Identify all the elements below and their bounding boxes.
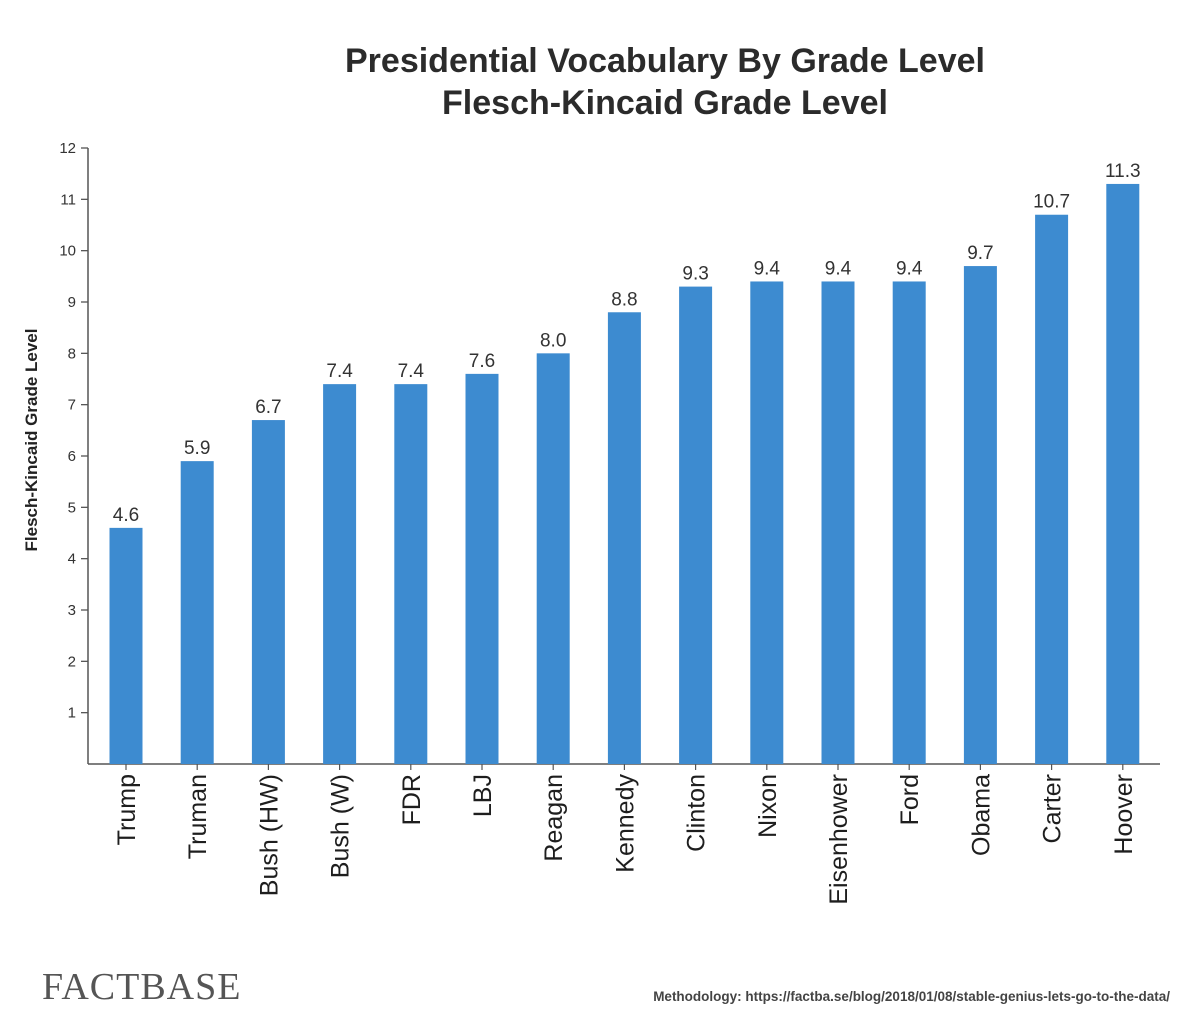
category-label: Eisenhower — [825, 774, 853, 905]
y-tick-label: 3 — [68, 602, 76, 619]
bar — [607, 312, 641, 764]
bar — [963, 266, 997, 764]
bar — [821, 281, 855, 764]
data-label: 8.8 — [611, 289, 637, 310]
data-label: 7.6 — [469, 351, 495, 372]
data-label: 10.7 — [1033, 192, 1070, 213]
y-tick-label: 1 — [68, 705, 76, 722]
bar — [394, 384, 428, 764]
bar — [892, 281, 926, 764]
data-label: 5.9 — [184, 438, 210, 459]
y-tick-label: 6 — [68, 448, 76, 465]
category-label: Truman — [184, 774, 212, 859]
category-label: Reagan — [540, 774, 568, 862]
category-label: FDR — [398, 774, 426, 825]
y-axis-label: Flesch-Kincaid Grade Level — [22, 329, 41, 552]
bar — [465, 373, 499, 764]
bar — [251, 420, 285, 764]
y-tick-label: 8 — [68, 345, 76, 362]
y-tick-label: 10 — [59, 243, 76, 260]
bar — [180, 461, 214, 764]
bar — [323, 384, 357, 764]
data-label: 9.4 — [896, 258, 923, 279]
bar — [109, 527, 143, 764]
y-tick-label: 11 — [60, 191, 76, 208]
y-tick-label: 12 — [59, 140, 76, 157]
category-label: Bush (W) — [327, 774, 355, 878]
category-label: Nixon — [754, 774, 782, 838]
bar — [1035, 214, 1069, 764]
y-tick-label: 5 — [68, 499, 76, 516]
data-labels-group: 4.6 5.9 6.7 7.4 7.4 7.6 8.0 8.8 9.3 9.4 9.4 9.4 9.7 1… — [113, 161, 1141, 526]
category-label: Hoover — [1110, 774, 1138, 855]
data-label: 7.4 — [326, 361, 353, 382]
data-label: 9.4 — [754, 258, 781, 279]
category-label: Carter — [1039, 774, 1067, 843]
category-label: Obama — [967, 774, 995, 856]
data-label: 4.6 — [113, 505, 139, 526]
category-label: LBJ — [469, 774, 497, 817]
category-label: Kennedy — [611, 774, 639, 873]
data-label: 9.7 — [967, 243, 993, 264]
data-label: 8.0 — [540, 330, 566, 351]
category-labels-group: Trump Truman Bush (HW) Bush (W) FDR LBJ Reagan… — [113, 764, 1138, 905]
y-tick-label: 7 — [68, 397, 76, 414]
data-label: 11.3 — [1105, 161, 1141, 182]
chart-title: Presidential Vocabulary By Grade Level — [345, 42, 985, 80]
bar — [679, 286, 713, 764]
bar — [1106, 183, 1140, 764]
bars-group — [109, 183, 1140, 764]
data-label: 7.4 — [398, 361, 425, 382]
bar — [536, 353, 570, 764]
y-tick-label: 2 — [68, 653, 76, 670]
category-label: Ford — [896, 774, 924, 825]
chart-subtitle: Flesch-Kincaid Grade Level — [442, 84, 888, 122]
y-tick-label: 4 — [68, 551, 76, 568]
data-label: 9.4 — [825, 258, 852, 279]
data-label: 9.3 — [682, 264, 708, 285]
data-label: 6.7 — [255, 397, 281, 418]
methodology-note: Methodology: https://factba.se/blog/2018… — [653, 989, 1170, 1004]
category-label: Bush (HW) — [255, 774, 283, 896]
bar — [750, 281, 784, 764]
y-tick-label: 9 — [68, 294, 76, 311]
factbase-logo-text: FACTBASE — [42, 966, 241, 1008]
category-label: Clinton — [683, 774, 711, 852]
category-label: Trump — [113, 774, 141, 845]
